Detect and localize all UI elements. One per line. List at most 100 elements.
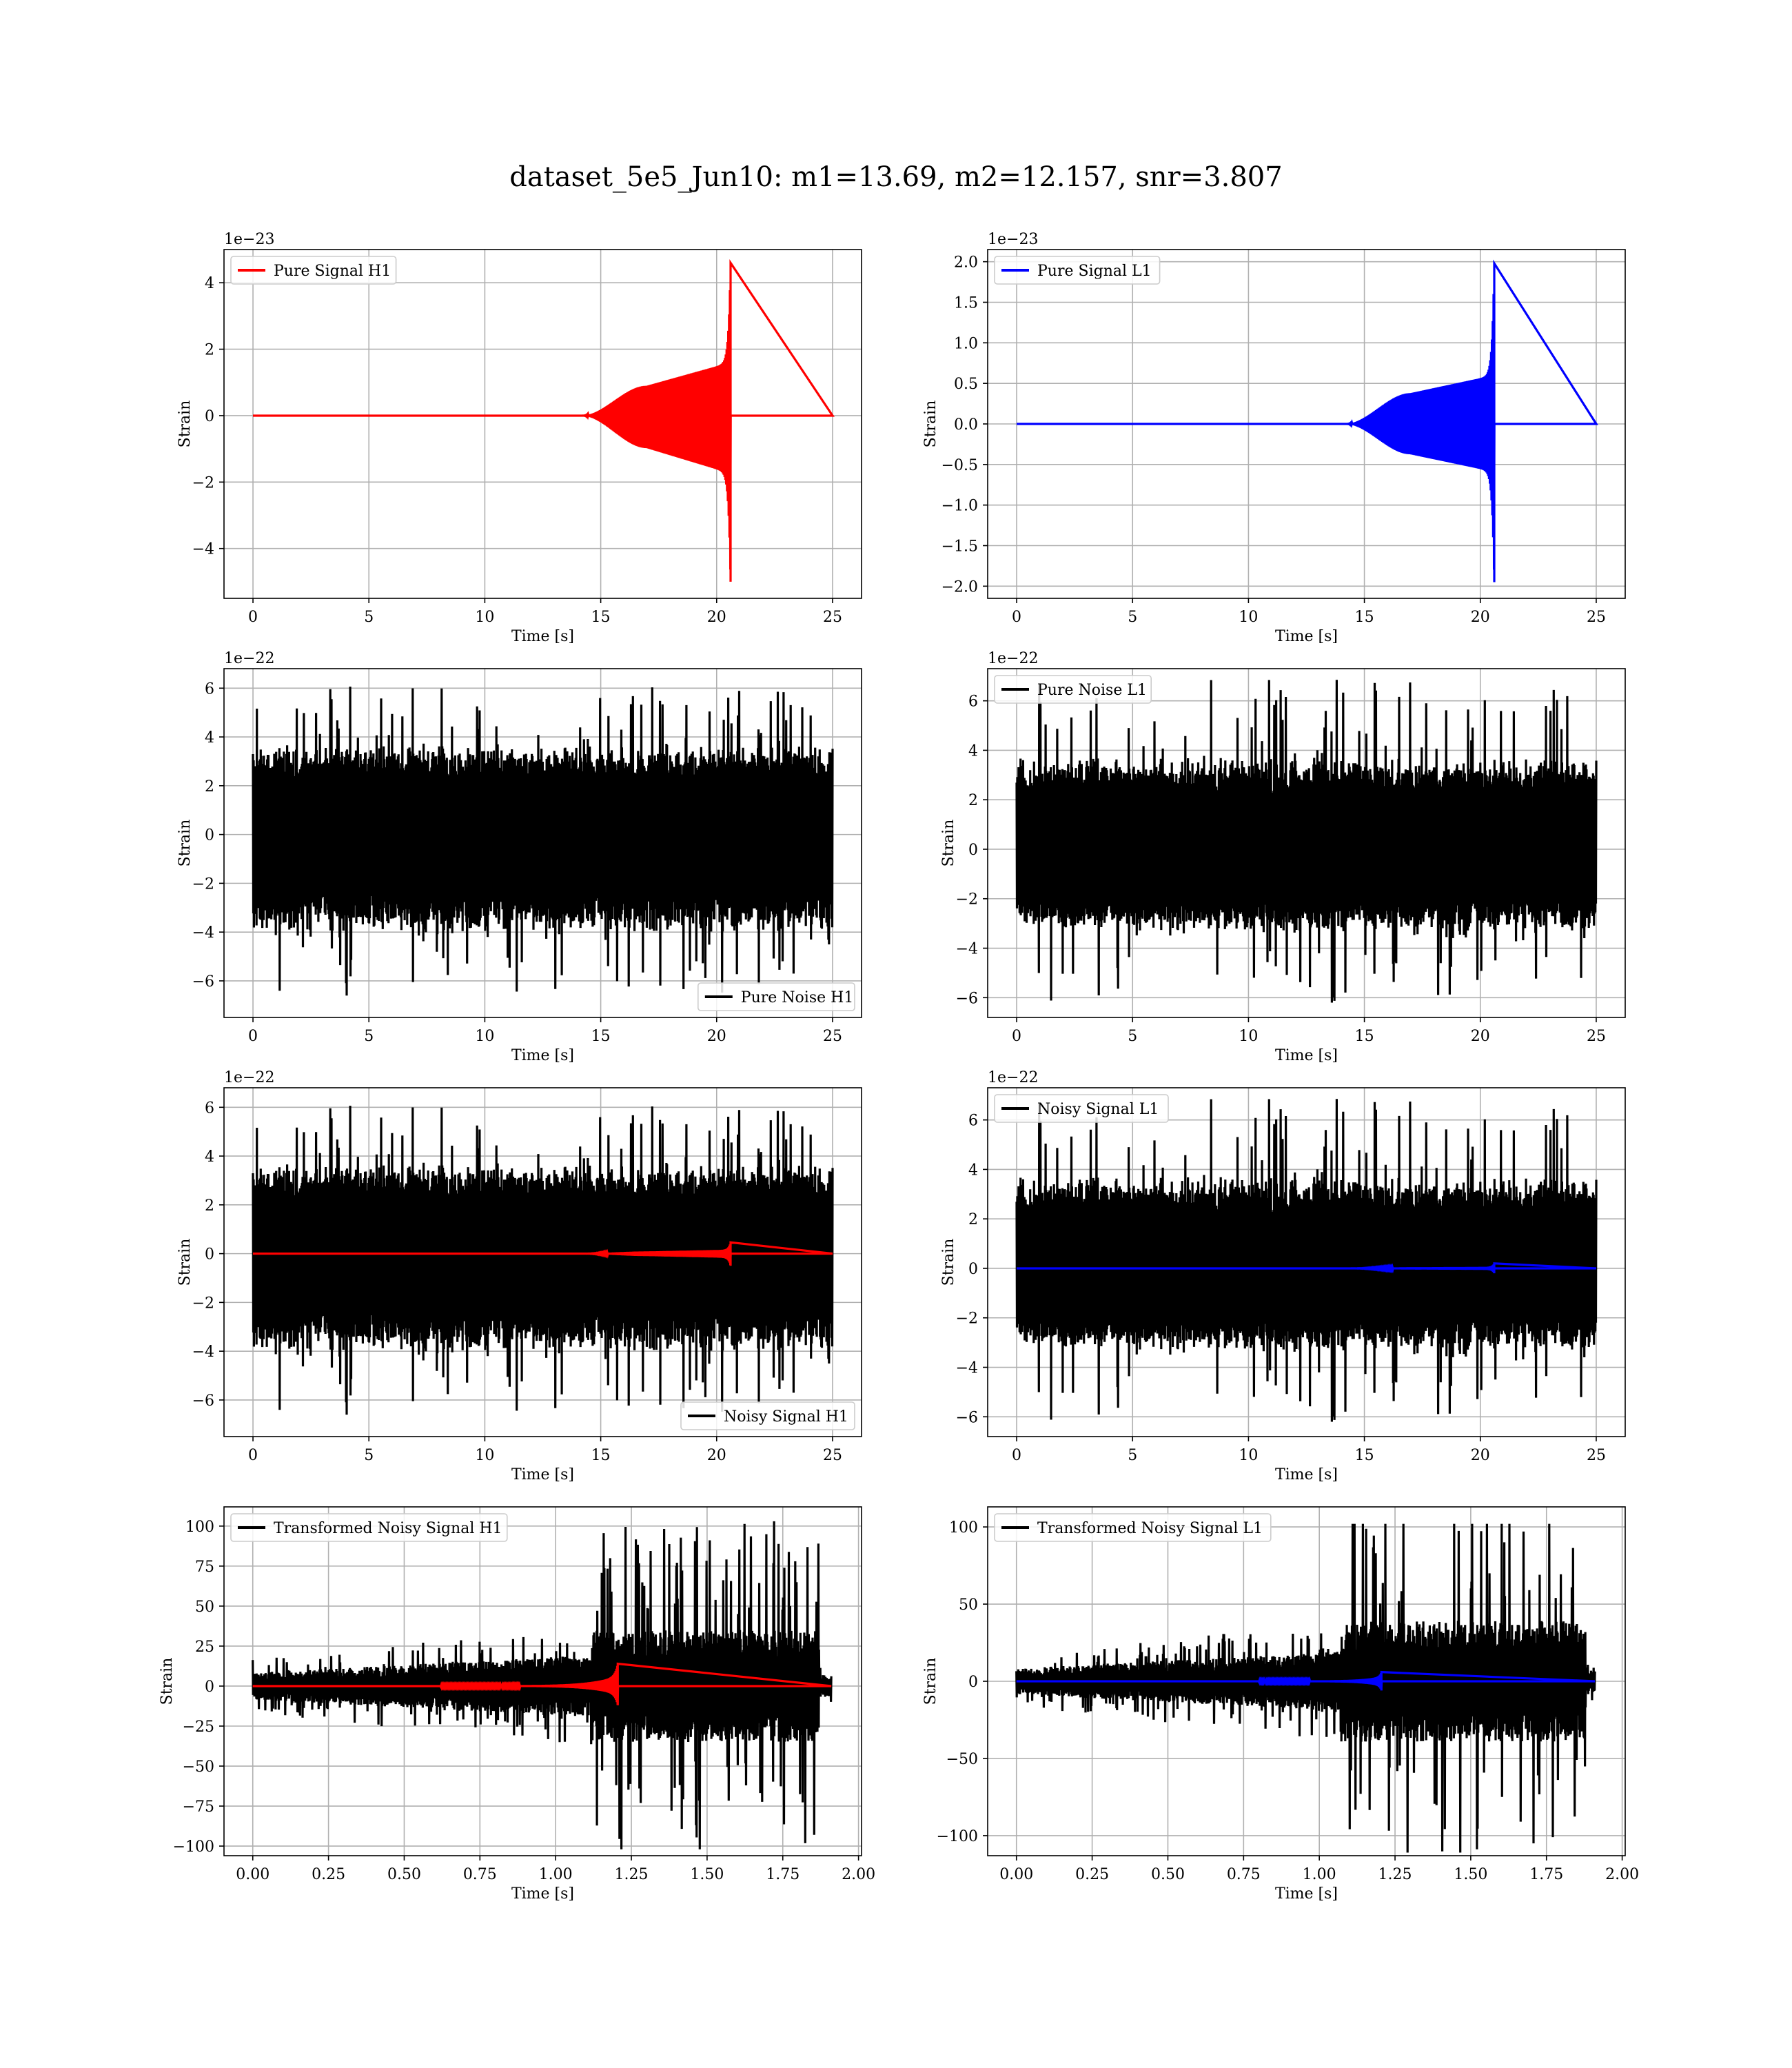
x-tick-label: 1.50	[690, 1866, 724, 1883]
series-injected-signal	[252, 1662, 832, 1705]
x-tick-label: 10	[475, 609, 494, 626]
y-tick-label: −6	[956, 990, 978, 1007]
plot-area	[252, 1521, 833, 1849]
x-tick-label: 0	[248, 1447, 258, 1464]
x-axis-label: Time [s]	[511, 628, 574, 645]
axes-frame	[223, 1506, 862, 1856]
y-tick-label: 2.0	[954, 254, 978, 272]
y-tick-label: −4	[956, 1360, 978, 1377]
y-tick-label: −6	[192, 973, 214, 991]
x-tick-label: 5	[364, 1447, 374, 1464]
y-tick-label: −4	[956, 941, 978, 958]
x-tick-label: 5	[1128, 609, 1137, 626]
series-injected-signal	[1016, 1670, 1596, 1691]
subplot-5: 0 5 10 15 20 25 −6 −4 −2 0 2 4 6 1e−22 Time [s] Strain N…	[176, 1069, 862, 1483]
y-tick-label: 2	[205, 1197, 214, 1215]
legend-box	[994, 256, 1161, 285]
legend-box	[230, 1513, 508, 1542]
x-tick-label: 2.00	[1605, 1866, 1639, 1883]
x-tick-label: 1.25	[1378, 1866, 1412, 1883]
plot-area	[1015, 1523, 1596, 1853]
axes-frame	[223, 1087, 862, 1437]
y-tick-label: 50	[195, 1599, 214, 1616]
x-tick-label: 1.50	[1454, 1866, 1487, 1883]
y-tick-label: −50	[183, 1758, 214, 1776]
x-tick-label: 15	[591, 1028, 611, 1045]
y-axis-label: Strain	[940, 1239, 957, 1286]
plot-area	[1017, 259, 1598, 582]
x-tick-label: 10	[1239, 1447, 1258, 1464]
x-tick-label: 0	[248, 609, 258, 626]
y-offset-label: 1e−22	[988, 650, 1038, 667]
x-axis-label: Time [s]	[511, 1047, 574, 1064]
y-tick-label: 0	[968, 1674, 978, 1691]
x-tick-label: 5	[1128, 1447, 1137, 1464]
axes-frame	[223, 249, 862, 599]
x-tick-label: 0.75	[463, 1866, 497, 1883]
subplot-1: 0 5 10 15 20 25 −4 −2 0 2 4 1e−23 Time [s] Strain Pure…	[176, 231, 862, 645]
y-tick-label: 0	[205, 1679, 214, 1696]
y-tick-label: −0.5	[941, 457, 978, 474]
y-tick-label: −100	[173, 1838, 214, 1856]
legend-label: Pure Signal L1	[1037, 263, 1152, 280]
x-tick-label: 10	[1239, 1028, 1258, 1045]
y-tick-label: −100	[937, 1828, 978, 1845]
legend-label: Pure Noise L1	[1037, 682, 1147, 699]
x-tick-label: 1.25	[615, 1866, 649, 1883]
legend-label: Transformed Noisy Signal H1	[274, 1520, 502, 1537]
x-tick-label: 0	[1012, 1028, 1021, 1045]
x-tick-label: 25	[823, 609, 842, 626]
series-transformed-noisy-signal-h1	[252, 1521, 833, 1849]
y-axis-label: Strain	[940, 820, 957, 867]
legend: Pure Noise H1	[697, 982, 855, 1011]
legend: Pure Signal H1	[230, 256, 397, 285]
x-tick-label: 0.50	[1151, 1866, 1185, 1883]
y-tick-label: 6	[968, 1113, 978, 1130]
y-tick-label: 0.5	[954, 376, 978, 393]
y-tick-label: −2	[192, 875, 214, 893]
y-tick-label: −4	[192, 541, 214, 558]
figure-title: dataset_5e5_Jun10: m1=13.69, m2=12.157, …	[509, 161, 1282, 193]
x-tick-label: 0.00	[999, 1866, 1033, 1883]
legend: Transformed Noisy Signal L1	[994, 1513, 1272, 1542]
legend-label: Noisy Signal L1	[1037, 1101, 1159, 1118]
y-tick-label: 50	[959, 1596, 978, 1614]
legend-box	[230, 256, 397, 285]
y-tick-label: 75	[195, 1559, 214, 1576]
y-tick-label: −6	[192, 1392, 214, 1410]
subplot-2: 0 5 10 15 20 25 −2.0 −1.5 −1.0 −0.5 0.0 0.5 1.0 1.5 2.…	[922, 231, 1626, 645]
x-tick-label: 0	[1012, 1447, 1021, 1464]
legend: Noisy Signal H1	[680, 1401, 855, 1430]
y-offset-label: 1e−22	[224, 650, 274, 667]
series-pure-signal-l1	[1017, 259, 1598, 582]
legend-box	[994, 675, 1152, 704]
series-injected-signal	[1017, 1262, 1597, 1274]
x-tick-label: 20	[1471, 609, 1490, 626]
y-tick-label: 0	[968, 1261, 978, 1278]
x-axis-label: Time [s]	[511, 1885, 574, 1903]
y-tick-label: −6	[956, 1409, 978, 1426]
x-axis-label: Time [s]	[511, 1466, 574, 1483]
x-tick-label: 15	[591, 1447, 611, 1464]
x-tick-label: 20	[1471, 1028, 1490, 1045]
series-pure-signal-h1	[253, 259, 835, 582]
axes-frame	[223, 668, 862, 1018]
y-axis-label: Strain	[176, 401, 194, 448]
y-tick-label: 2	[968, 1211, 978, 1228]
x-tick-label: 25	[1587, 1447, 1606, 1464]
y-tick-label: 2	[205, 778, 214, 795]
y-offset-label: 1e−22	[224, 1069, 274, 1086]
x-tick-label: 20	[707, 1447, 726, 1464]
plot-area	[252, 687, 834, 996]
series-injected-signal	[253, 1241, 833, 1266]
x-tick-label: 1.75	[766, 1866, 800, 1883]
x-tick-label: 5	[364, 1028, 374, 1045]
y-tick-label: −4	[192, 1344, 214, 1361]
y-tick-label: −2.0	[941, 578, 978, 596]
x-tick-label: 25	[1587, 1028, 1606, 1045]
subplot-7: 0.00 0.25 0.50 0.75 1.00 1.25 1.50 1.75 2.00 −100…	[159, 1506, 875, 1903]
y-tick-label: −25	[183, 1719, 214, 1736]
x-tick-label: 10	[475, 1447, 494, 1464]
y-tick-label: 4	[968, 742, 978, 760]
